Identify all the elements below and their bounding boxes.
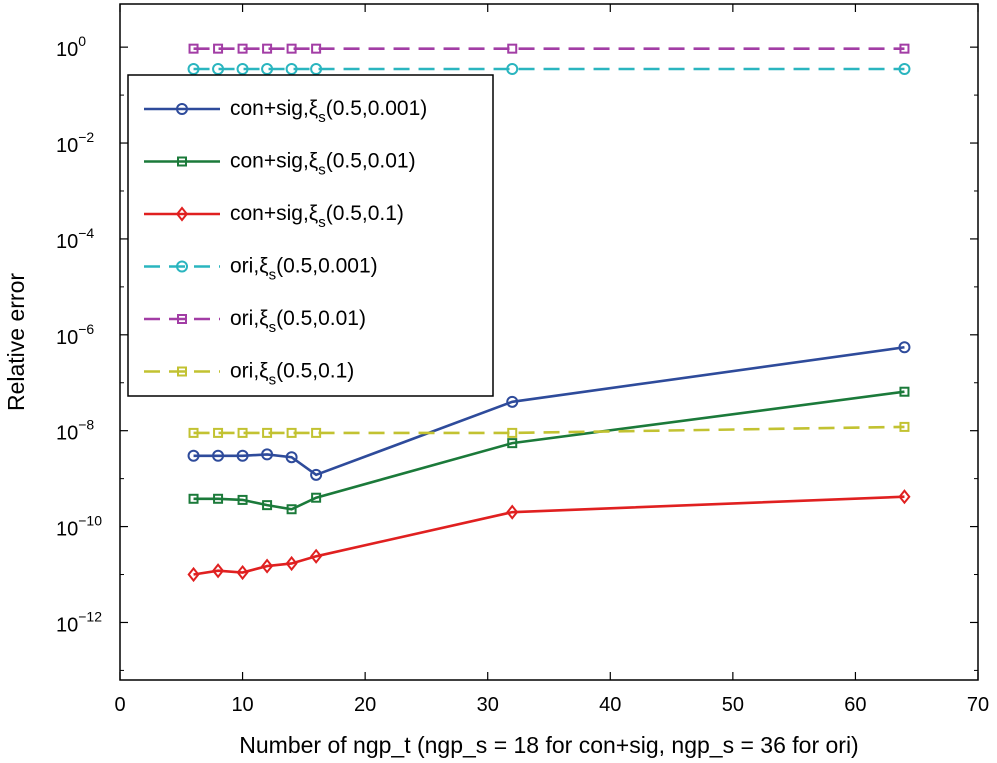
- data-point: [899, 43, 910, 54]
- y-tick-label: 10−12: [56, 608, 102, 636]
- data-point: [237, 43, 248, 54]
- x-tick-label: 40: [599, 694, 621, 716]
- legend-marker: [176, 260, 188, 273]
- series-6: [188, 421, 910, 438]
- legend-marker: [175, 206, 189, 222]
- data-point: [211, 563, 225, 579]
- axis-ticks: [119, 4, 979, 680]
- data-point: [310, 63, 323, 76]
- series-1: [187, 341, 911, 481]
- x-tick-label: 30: [477, 694, 499, 716]
- data-point: [286, 504, 297, 515]
- legend-box: [127, 74, 494, 397]
- data-point: [286, 43, 297, 54]
- data-point: [898, 489, 911, 505]
- data-point: [261, 448, 274, 461]
- legend-entry: con+sig,ξs(0.5,0.1): [144, 202, 404, 231]
- legend-marker: [176, 103, 188, 115]
- data-point: [213, 427, 224, 438]
- data-point: [212, 449, 225, 462]
- series-4: [187, 63, 911, 76]
- data-point: [898, 63, 911, 76]
- data-point: [262, 500, 273, 511]
- series-5: [188, 43, 910, 54]
- x-tick-label: 0: [114, 694, 125, 716]
- data-point: [262, 427, 273, 438]
- data-point: [261, 558, 274, 574]
- y-axis-label: Relative error: [3, 273, 29, 411]
- legend-entry: ori,ξs(0.5,0.001): [144, 255, 378, 284]
- series-3: [187, 489, 911, 583]
- legend-label: con+sig,ξs(0.5,0.1): [230, 202, 404, 231]
- x-axis-label: Number of ngp_t (ngp_s = 18 for con+sig,…: [239, 732, 858, 758]
- data-point: [310, 468, 323, 481]
- data-point: [285, 555, 298, 572]
- series-2: [188, 386, 910, 515]
- data-point: [187, 63, 200, 76]
- data-point: [507, 43, 518, 54]
- series-layer: [187, 43, 911, 583]
- data-point: [237, 494, 248, 505]
- legend-marker: [177, 156, 187, 167]
- data-point: [285, 451, 298, 464]
- legend-marker: [177, 366, 187, 377]
- x-tick-label: 20: [354, 694, 376, 716]
- data-point: [237, 427, 248, 438]
- legend-label: ori,ξs(0.5,0.1): [230, 360, 354, 389]
- data-point: [898, 341, 911, 354]
- data-point: [236, 63, 249, 76]
- data-point: [506, 504, 519, 520]
- data-point: [187, 566, 200, 583]
- legend-label: con+sig,ξs(0.5,0.001): [230, 97, 427, 126]
- tick-labels: 0 10 20 30 40 50 60 70 100 10−2 10−4 10−6 10−8 10−10 1…: [56, 33, 989, 716]
- data-point: [188, 427, 199, 438]
- x-tick-label: 10: [231, 694, 253, 716]
- y-tick-label: 10−4: [56, 225, 94, 253]
- data-point: [899, 386, 910, 397]
- x-tick-label: 60: [844, 694, 866, 716]
- data-point: [188, 493, 199, 504]
- data-point: [899, 421, 910, 432]
- data-point: [236, 564, 249, 581]
- legend-entry: con+sig,ξs(0.5,0.01): [144, 150, 416, 179]
- data-point: [262, 43, 273, 54]
- legend-label: con+sig,ξs(0.5,0.01): [230, 150, 416, 179]
- data-point: [212, 63, 225, 76]
- data-point: [261, 63, 274, 76]
- legend-marker: [177, 314, 187, 324]
- data-point: [285, 63, 298, 76]
- data-point: [213, 493, 224, 504]
- data-point: [187, 449, 200, 462]
- data-point: [506, 63, 519, 76]
- data-point: [507, 438, 518, 449]
- data-point: [310, 548, 323, 564]
- data-point: [286, 427, 297, 438]
- legend: con+sig,ξs(0.5,0.001) con+sig,ξs(0.5,0.01…: [127, 74, 494, 397]
- data-point: [311, 492, 322, 503]
- y-tick-label: 10−8: [56, 417, 94, 445]
- data-point: [311, 43, 322, 54]
- data-point: [506, 395, 519, 408]
- y-tick-label: 100: [56, 33, 86, 61]
- data-point: [236, 449, 249, 462]
- legend-entry: ori,ξs(0.5,0.01): [144, 307, 366, 336]
- y-tick-label: 10−6: [56, 321, 94, 349]
- data-point: [507, 427, 518, 438]
- x-tick-label: 50: [722, 694, 744, 716]
- x-tick-label: 70: [967, 694, 989, 716]
- y-tick-label: 10−10: [56, 513, 102, 541]
- data-point: [213, 43, 224, 54]
- plot-frame: [119, 3, 979, 681]
- legend-label: ori,ξs(0.5,0.001): [230, 255, 378, 284]
- legend-entry: con+sig,ξs(0.5,0.001): [144, 97, 427, 126]
- data-point: [311, 427, 322, 438]
- y-tick-label: 10−2: [56, 129, 94, 157]
- data-point: [188, 43, 199, 54]
- legend-label: ori,ξs(0.5,0.01): [230, 307, 366, 336]
- legend-entry: ori,ξs(0.5,0.1): [144, 360, 354, 389]
